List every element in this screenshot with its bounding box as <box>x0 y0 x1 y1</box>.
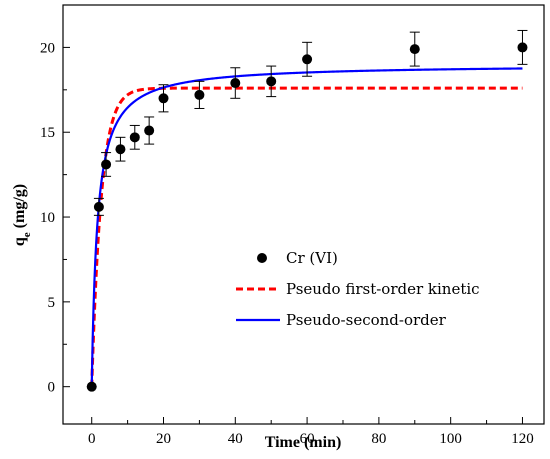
x-tick-label: 80 <box>371 431 386 447</box>
y-tick-label: 0 <box>48 380 56 396</box>
y-axis-title-subscript: e <box>21 232 33 237</box>
data-point <box>302 54 313 65</box>
fit-curves <box>90 67 523 387</box>
x-tick-label: 60 <box>300 431 315 447</box>
legend-label-cr: Cr (VI) <box>286 249 338 267</box>
data-point <box>144 125 155 136</box>
x-tick-label: 0 <box>88 431 96 447</box>
data-points <box>86 29 528 392</box>
legend-label-first-order: Pseudo first-order kinetic <box>286 280 480 298</box>
data-point <box>115 144 126 155</box>
data-point <box>86 381 97 392</box>
legend: Cr (VI) Pseudo first-order kinetic Pseud… <box>236 249 480 329</box>
x-tick-label: 20 <box>156 431 171 447</box>
svg-text:qe(mg/g): qe (mg/g) <box>11 184 33 246</box>
pseudo-first-order-curve <box>90 86 523 387</box>
x-tick-label: 100 <box>439 431 462 447</box>
data-point <box>101 159 112 170</box>
y-tick-label: 5 <box>48 295 56 311</box>
y-axis-title-unit: (mg/g) <box>11 184 28 228</box>
data-point <box>266 76 277 87</box>
pseudo-second-order-curve <box>90 67 523 387</box>
data-point <box>93 201 104 212</box>
data-point <box>230 78 241 89</box>
plot-frame <box>62 4 545 425</box>
legend-marker-cr <box>257 253 267 263</box>
x-tick-label: 120 <box>511 431 534 447</box>
data-point <box>517 42 528 53</box>
y-axis: 0 5 10 15 20 <box>40 40 70 396</box>
y-tick-label: 15 <box>40 125 55 141</box>
data-point <box>158 93 169 104</box>
data-point <box>409 44 420 55</box>
y-tick-label: 10 <box>40 210 55 226</box>
legend-label-second-order: Pseudo-second-order <box>286 311 447 329</box>
data-point <box>129 132 140 143</box>
x-tick-label: 40 <box>228 431 243 447</box>
y-axis-title-symbol: q <box>11 237 28 246</box>
x-axis-title: Time (min) <box>265 434 342 451</box>
data-point <box>194 89 205 100</box>
x-axis: 0 20 40 60 80 100 120 <box>88 417 534 447</box>
y-tick-label: 20 <box>40 40 55 56</box>
y-axis-title: qe (mg/g) <box>11 184 33 246</box>
